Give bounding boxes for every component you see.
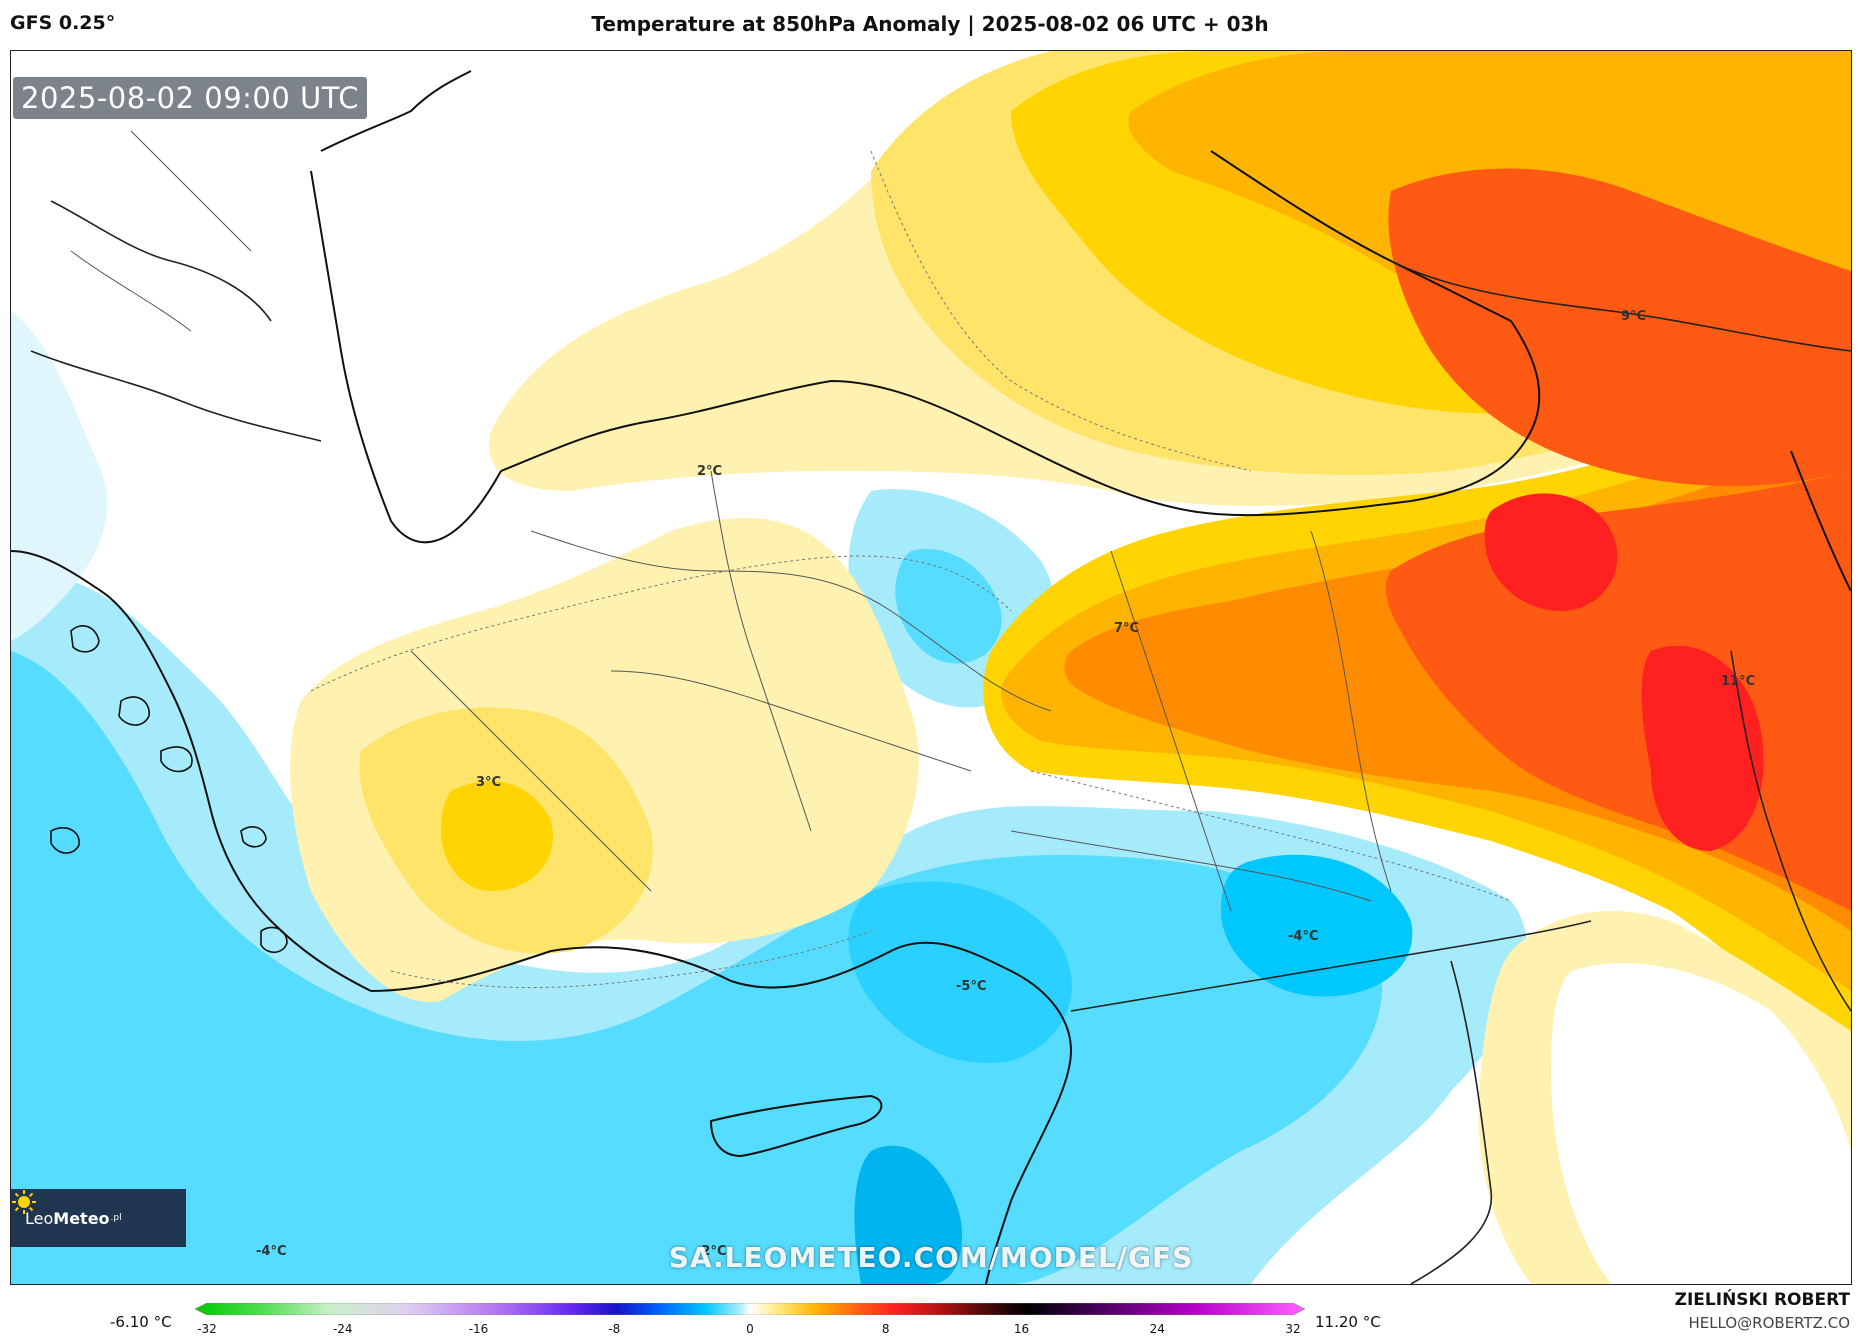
contour-dashed-2 [390,930,872,989]
colorbar-max-label: 11.20 °C [1315,1313,1381,1331]
cool-region-mid [11,651,1383,1284]
logo-brand-bold: Meteo [53,1208,110,1228]
province-lines-8 [70,130,252,332]
sun-icon [12,1190,36,1214]
province-lines-4 [1110,550,1232,912]
anomaly-map [11,51,1851,1284]
cyprus-coast [709,1094,883,1158]
colorbar-tick: 24 [1149,1322,1165,1336]
island-3 [50,827,80,854]
author-email[interactable]: HELLO@ROBERTZ.CO [1688,1314,1850,1332]
province-lines-7 [1010,830,1372,902]
temp-label: 2°C [697,464,723,479]
iran-border [1730,650,1851,1012]
georgia-border [1390,260,1851,352]
province-lines-2 [610,670,972,772]
mediterranean-coast [370,941,1073,1284]
cool-region-core [848,881,1072,1063]
leometeo-logo[interactable]: Leo Meteo .pl [11,1189,186,1247]
cool-region-west [11,311,108,641]
colorbar-tick: 32 [1285,1322,1301,1336]
island-2 [118,696,150,726]
balkan-border-1 [50,200,272,322]
colorbar-tick: 16 [1013,1322,1030,1336]
blacksea-coast-north [320,70,1512,322]
temp-label: 9°C [1621,309,1647,324]
blacksea-coast-south [500,320,1541,517]
province-lines-6 [410,650,652,892]
blacksea-coast-west [310,170,502,544]
island-6 [240,826,267,848]
warm-region-east-red-2 [1641,645,1764,851]
source-watermark: SA.LEOMETEO.COM/MODEL/GFS [668,1241,1194,1274]
province-lines-5 [1310,530,1392,892]
warm-region-west-core [441,781,553,891]
author-name: ZIELIŃSKI ROBERT [1674,1290,1850,1310]
balkan-border-2 [30,350,322,442]
syria-iraq-border [1410,960,1493,1284]
cool-region-core-3 [854,1145,962,1284]
province-lines-1 [530,530,1052,712]
island-5 [160,746,193,773]
colorbar-tick: -32 [197,1322,217,1336]
colorbar-tick: -16 [468,1322,489,1336]
temp-label: -4°C [1288,929,1319,944]
caspian-coast [1790,450,1851,592]
warm-region-caucasus-orange [1388,168,1851,486]
temp-label: -5°C [956,979,987,994]
colorbar-ticks: -32 -24 -16 -8 0 8 16 24 32 [195,1322,1305,1338]
white-region-southeast [1551,963,1851,1284]
model-name: GFS 0.25° [10,12,116,34]
island-4 [260,926,288,954]
colorbar-tick: 0 [746,1322,754,1336]
logo-suffix: .pl [110,1213,122,1223]
map-panel[interactable]: 2025-08-02 09:00 UTC 2°C 7°C 9°C 11°C 3°… [10,50,1852,1285]
warm-region-east-red-1 [1484,493,1618,611]
colorbar [195,1303,1305,1315]
island-1 [70,625,100,653]
temp-label: 3°C [476,775,502,790]
cool-region-core-2 [1221,854,1413,997]
colorbar-tick: -24 [332,1322,353,1336]
turkey-syria-border [1070,920,1592,1012]
cool-region-central-core [895,549,1002,664]
logo-brand: Leo [25,1208,54,1228]
contour-dashed-4 [870,150,1252,472]
valid-time-badge: 2025-08-02 09:00 UTC [13,77,368,119]
temp-label: 7°C [1114,621,1140,636]
colorbar-tick: -8 [608,1322,621,1336]
temp-label: -4°C [256,1244,287,1259]
chart-title: Temperature at 850hPa Anomaly | 2025-08-… [591,12,1269,36]
colorbar-min-label: -6.10 °C [110,1313,172,1331]
contour-dashed-3 [1030,770,1512,902]
temp-label: -2°C [696,1244,727,1259]
province-lines-3 [710,470,812,832]
temp-label: 11°C [1721,674,1756,689]
colorbar-tick: 8 [881,1322,890,1336]
